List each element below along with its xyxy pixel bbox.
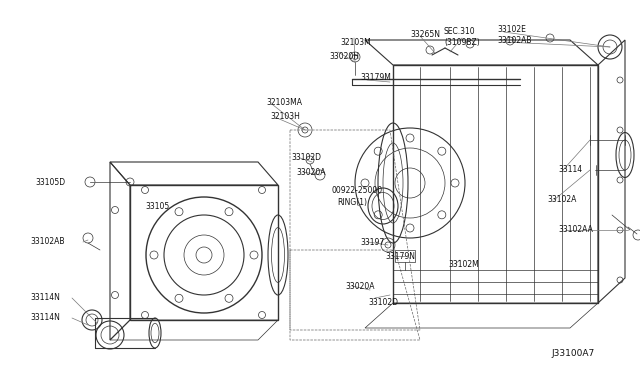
Text: 33102M: 33102M bbox=[448, 260, 479, 269]
Text: J33100A7: J33100A7 bbox=[552, 349, 595, 358]
Text: 33105: 33105 bbox=[145, 202, 169, 211]
Text: 32103M: 32103M bbox=[340, 38, 371, 47]
Text: 33114N: 33114N bbox=[30, 313, 60, 322]
Text: 33114N: 33114N bbox=[30, 293, 60, 302]
Text: 32103H: 32103H bbox=[270, 112, 300, 121]
Text: 33105D: 33105D bbox=[35, 178, 65, 187]
Text: 33102D: 33102D bbox=[291, 153, 321, 162]
Text: 33020H: 33020H bbox=[329, 52, 359, 61]
Text: 33102D: 33102D bbox=[368, 298, 398, 307]
Text: 00922-25000: 00922-25000 bbox=[332, 186, 383, 195]
Text: 33102AA: 33102AA bbox=[558, 225, 593, 234]
Text: 33020A: 33020A bbox=[345, 282, 374, 291]
Text: 33179M: 33179M bbox=[360, 73, 391, 82]
Text: 33114: 33114 bbox=[558, 165, 582, 174]
Text: 33102AB: 33102AB bbox=[497, 36, 531, 45]
Text: 32103MA: 32103MA bbox=[266, 98, 302, 107]
Text: RING(1): RING(1) bbox=[337, 198, 367, 207]
Text: 33102A: 33102A bbox=[547, 195, 577, 204]
Text: (3109BZ): (3109BZ) bbox=[444, 38, 480, 47]
Text: 33102E: 33102E bbox=[497, 25, 526, 34]
Text: SEC.310: SEC.310 bbox=[444, 27, 476, 36]
Text: 33102AB: 33102AB bbox=[30, 237, 65, 246]
Text: 33179N: 33179N bbox=[385, 252, 415, 261]
Text: 33197: 33197 bbox=[360, 238, 384, 247]
Text: 33020A: 33020A bbox=[296, 168, 326, 177]
Text: 33265N: 33265N bbox=[410, 30, 440, 39]
